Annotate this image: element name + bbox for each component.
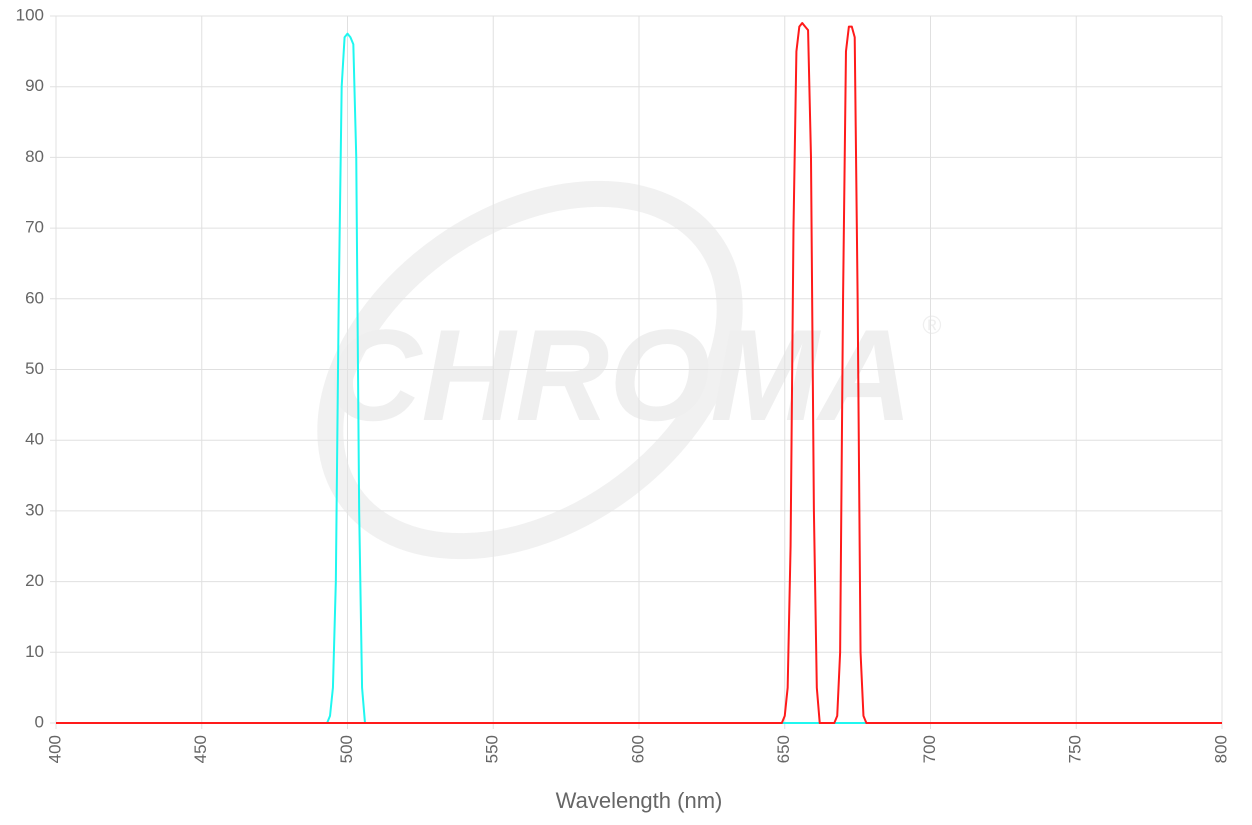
x-tick-label: 700 — [920, 735, 939, 763]
y-tick-label: 60 — [25, 288, 44, 307]
y-tick-label: 80 — [25, 147, 44, 166]
x-tick-label: 500 — [337, 735, 356, 763]
watermark-text: CHROMA — [328, 302, 913, 448]
watermark-symbol: ® — [922, 310, 941, 340]
series-line — [56, 32, 1222, 724]
watermark-swoosh — [317, 180, 743, 560]
y-tick-label: 70 — [25, 218, 44, 237]
y-tick-label: 90 — [25, 76, 44, 95]
series-line — [56, 22, 1222, 724]
x-tick-label: 800 — [1211, 735, 1230, 763]
y-tick-label: 0 — [35, 712, 44, 731]
watermark: CHROMA ® — [317, 180, 942, 560]
x-tick-label: 450 — [191, 735, 210, 763]
y-tick-label: 20 — [25, 571, 44, 590]
y-tick-label: 100 — [16, 5, 44, 24]
y-tick-label: 30 — [25, 500, 44, 519]
x-tick-label: 400 — [45, 735, 64, 763]
y-tick-label: 40 — [25, 430, 44, 449]
x-tick-label: 750 — [1066, 735, 1085, 763]
y-tick-label: 10 — [25, 642, 44, 661]
y-tick-label: 50 — [25, 359, 44, 378]
x-tick-label: 650 — [774, 735, 793, 763]
x-tick-label: 600 — [628, 735, 647, 763]
x-tick-label: 550 — [483, 735, 502, 763]
x-axis-label: Wavelength (nm) — [556, 788, 723, 813]
